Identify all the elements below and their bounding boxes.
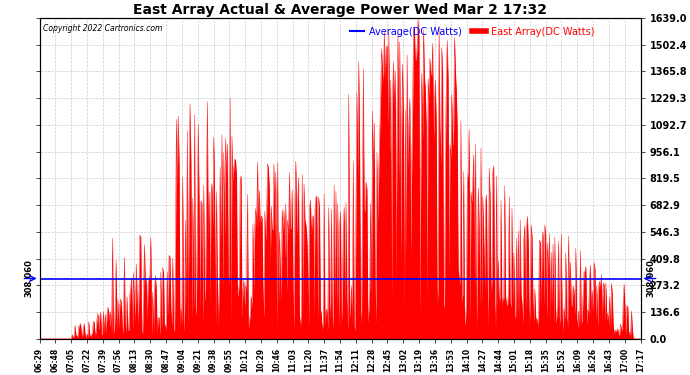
Legend: Average(DC Watts), East Array(DC Watts): Average(DC Watts), East Array(DC Watts) [346,23,599,40]
Title: East Array Actual & Average Power Wed Mar 2 17:32: East Array Actual & Average Power Wed Ma… [133,3,547,17]
Text: 308.060: 308.060 [647,260,656,297]
Text: Copyright 2022 Cartronics.com: Copyright 2022 Cartronics.com [43,24,162,33]
Text: 308.060: 308.060 [25,260,34,297]
